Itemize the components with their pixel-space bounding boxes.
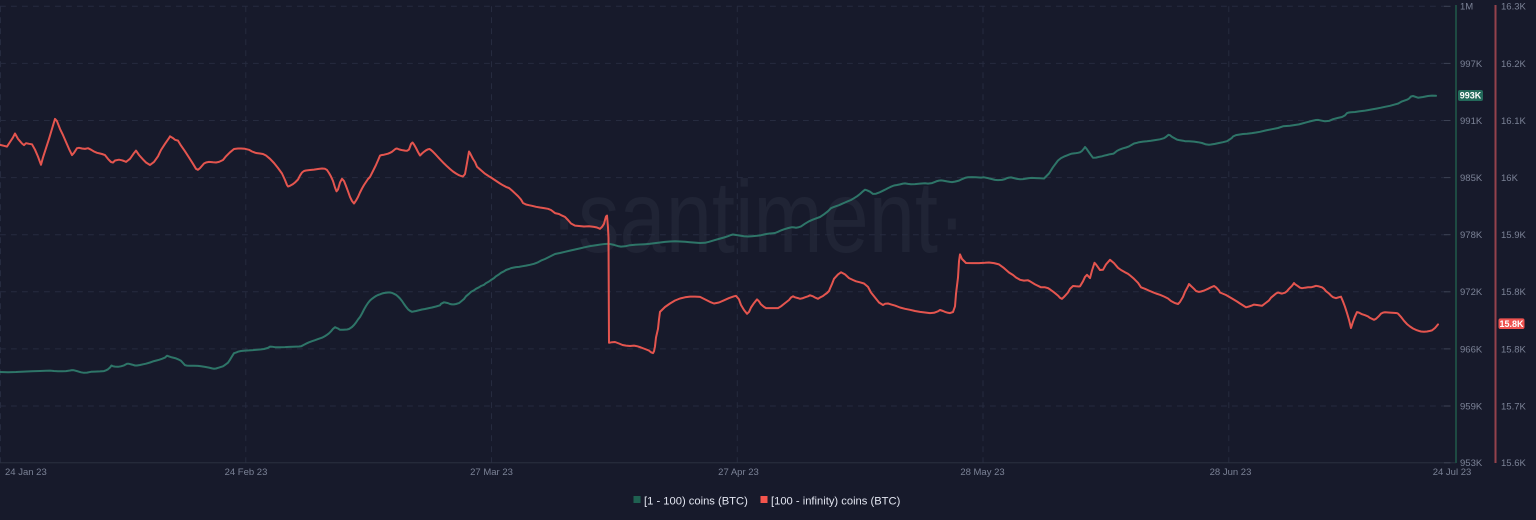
svg-text:15.8K: 15.8K: [1499, 319, 1524, 329]
svg-text:24 Jan 23: 24 Jan 23: [5, 467, 47, 478]
svg-text:985K: 985K: [1460, 173, 1483, 184]
svg-text:28 Jun 23: 28 Jun 23: [1210, 467, 1252, 478]
svg-text:959K: 959K: [1460, 401, 1483, 412]
svg-text:15.7K: 15.7K: [1501, 401, 1526, 412]
svg-text:24 Jul 23: 24 Jul 23: [1433, 467, 1472, 478]
svg-text:972K: 972K: [1460, 287, 1483, 298]
svg-text:15.8K: 15.8K: [1501, 287, 1526, 298]
svg-text:991K: 991K: [1460, 116, 1483, 127]
svg-text:16.2K: 16.2K: [1501, 59, 1526, 70]
svg-text:27 Apr 23: 27 Apr 23: [718, 467, 759, 478]
svg-text:993K: 993K: [1460, 91, 1482, 101]
svg-text:[1 - 100) coins (BTC): [1 - 100) coins (BTC): [644, 495, 748, 507]
svg-text:16.1K: 16.1K: [1501, 116, 1526, 127]
svg-text:27 Mar 23: 27 Mar 23: [470, 467, 513, 478]
svg-text:15.9K: 15.9K: [1501, 230, 1526, 241]
svg-text:28 May 23: 28 May 23: [960, 467, 1004, 478]
svg-text:15.8K: 15.8K: [1501, 344, 1526, 355]
svg-text:[100 - infinity) coins (BTC): [100 - infinity) coins (BTC): [771, 495, 901, 507]
svg-text:953K: 953K: [1460, 458, 1483, 469]
svg-text:1M: 1M: [1460, 2, 1473, 13]
svg-text:966K: 966K: [1460, 344, 1483, 355]
svg-text:16.3K: 16.3K: [1501, 2, 1526, 13]
svg-text:24 Feb 23: 24 Feb 23: [225, 467, 268, 478]
svg-text:15.6K: 15.6K: [1501, 458, 1526, 469]
svg-text:978K: 978K: [1460, 230, 1483, 241]
svg-text:·santiment·: ·santiment·: [550, 160, 965, 274]
svg-text:16K: 16K: [1501, 173, 1519, 184]
svg-text:997K: 997K: [1460, 59, 1483, 70]
